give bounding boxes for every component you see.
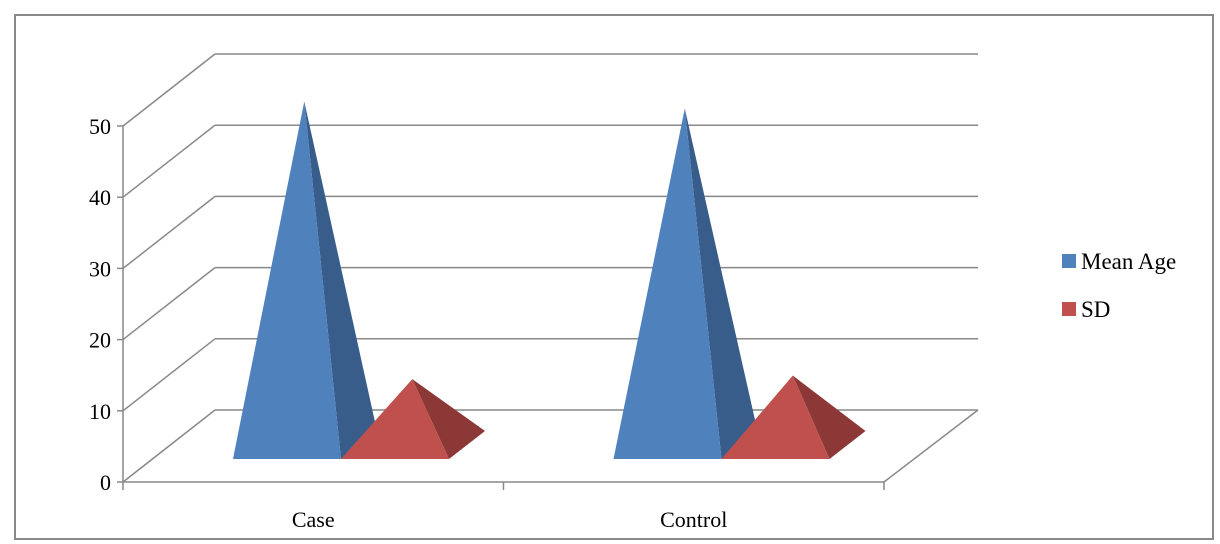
legend-swatch	[1062, 254, 1076, 268]
x-category-label: Case	[292, 507, 335, 532]
pyramid-bar	[721, 375, 830, 459]
floor-edge	[883, 409, 979, 483]
side-gridline	[122, 124, 216, 198]
pyramid-bar	[613, 108, 722, 459]
y-tick-label: 50	[89, 114, 111, 139]
y-tick-label: 20	[89, 328, 111, 353]
y-tick-label: 40	[89, 185, 111, 210]
side-gridline	[122, 53, 216, 127]
y-tick-label: 0	[100, 470, 111, 495]
pyramid-side-face	[412, 379, 485, 459]
y-tick-label: 30	[89, 256, 111, 281]
pyramid-side-face	[792, 375, 866, 459]
pyramid-side-face	[304, 101, 377, 459]
chart-frame	[14, 14, 1214, 540]
y-tick-label: 10	[89, 399, 111, 424]
side-gridline	[122, 195, 216, 269]
pyramid-bar	[341, 379, 449, 459]
side-gridline	[122, 409, 216, 483]
side-gridline	[122, 267, 216, 341]
x-category-label: Control	[660, 507, 727, 532]
pyramid-side-face	[684, 108, 758, 459]
legend-label: SD	[1081, 297, 1110, 322]
legend-swatch	[1062, 302, 1076, 316]
pyramid-bar	[233, 101, 341, 459]
side-gridline	[122, 338, 216, 412]
legend-label: Mean Age	[1081, 249, 1176, 274]
